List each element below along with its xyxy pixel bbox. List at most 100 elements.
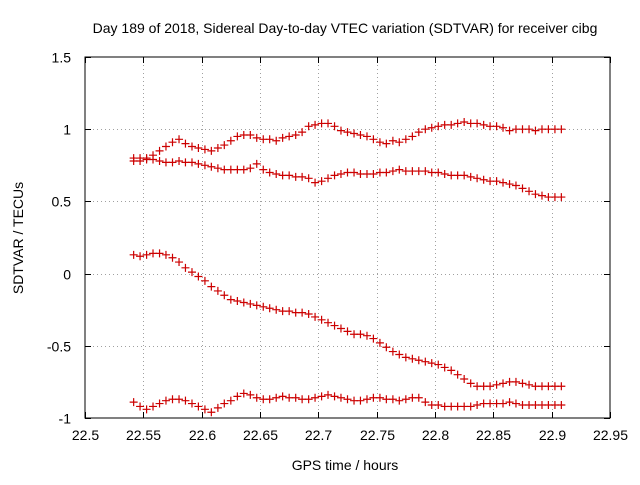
data-point	[213, 403, 222, 412]
x-axis-label: GPS time / hours	[292, 457, 399, 473]
data-point	[440, 169, 449, 178]
data-point	[304, 310, 313, 319]
data-point	[473, 174, 482, 183]
x-tick-label: 22.6	[189, 427, 216, 443]
data-point	[187, 142, 196, 151]
data-point	[272, 136, 281, 145]
data-point	[136, 402, 145, 411]
x-tick-label: 22.75	[360, 427, 395, 443]
data-point	[518, 184, 527, 193]
data-point	[525, 187, 534, 196]
data-point	[155, 156, 164, 165]
data-point	[408, 354, 417, 363]
data-point	[336, 393, 345, 402]
y-axis-label: SDTVAR / TECUs	[10, 182, 26, 294]
data-point	[155, 249, 164, 258]
x-tick-label: 22.55	[126, 427, 161, 443]
data-point	[142, 250, 151, 259]
data-point	[395, 350, 404, 359]
data-point	[324, 390, 333, 399]
data-point	[246, 390, 255, 399]
data-point	[181, 396, 190, 405]
data-point	[200, 405, 209, 414]
data-point	[362, 395, 371, 404]
data-point	[343, 327, 352, 336]
data-point	[447, 120, 456, 129]
data-point	[175, 135, 184, 144]
data-point	[207, 282, 216, 291]
data-point	[486, 382, 495, 391]
y-tick-label: 1	[63, 122, 71, 138]
data-point	[304, 395, 313, 404]
data-point	[336, 169, 345, 178]
data-point	[136, 156, 145, 165]
data-point	[239, 165, 248, 174]
data-point	[382, 343, 391, 352]
data-point	[207, 408, 216, 417]
x-tick-label: 22.95	[593, 427, 628, 443]
data-point	[194, 402, 203, 411]
data-point	[194, 272, 203, 281]
data-point	[466, 402, 475, 411]
data-point	[213, 286, 222, 295]
data-point	[511, 377, 520, 386]
data-point	[362, 132, 371, 141]
data-point	[330, 171, 339, 180]
x-tick-label: 22.5	[72, 427, 99, 443]
data-point	[239, 389, 248, 398]
data-point	[479, 175, 488, 184]
data-point	[421, 167, 430, 176]
data-point	[324, 119, 333, 128]
data-point	[149, 155, 158, 164]
data-point	[272, 169, 281, 178]
data-point	[265, 135, 274, 144]
data-point	[194, 159, 203, 168]
data-point	[350, 168, 359, 177]
data-point	[388, 167, 397, 176]
data-point	[311, 393, 320, 402]
data-point	[369, 334, 378, 343]
data-point	[213, 164, 222, 173]
data-point	[252, 133, 261, 142]
data-point	[272, 305, 281, 314]
data-point	[207, 162, 216, 171]
data-point	[311, 178, 320, 187]
data-point	[375, 338, 384, 347]
data-point	[278, 133, 287, 142]
data-point	[304, 122, 313, 131]
data-point	[149, 402, 158, 411]
data-point	[343, 395, 352, 404]
data-point	[414, 356, 423, 365]
data-point	[537, 191, 546, 200]
data-point	[369, 169, 378, 178]
data-point	[304, 174, 313, 183]
data-point	[460, 171, 469, 180]
data-point	[252, 393, 261, 402]
x-tick-label: 22.65	[243, 427, 278, 443]
data-point	[291, 130, 300, 139]
data-point	[298, 308, 307, 317]
data-point	[298, 128, 307, 137]
x-tick-label: 22.7	[305, 427, 332, 443]
data-point	[505, 398, 514, 407]
data-point	[382, 168, 391, 177]
data-point	[518, 379, 527, 388]
data-point	[356, 130, 365, 139]
data-point	[499, 123, 508, 132]
data-point	[181, 263, 190, 272]
data-point	[466, 379, 475, 388]
data-point	[505, 180, 514, 189]
x-tick-label: 22.8	[422, 427, 449, 443]
data-point	[492, 380, 501, 389]
data-point	[401, 135, 410, 144]
data-point	[155, 146, 164, 155]
data-point	[239, 298, 248, 307]
data-point	[466, 172, 475, 181]
data-point	[265, 395, 274, 404]
data-point	[453, 119, 462, 128]
data-point	[343, 128, 352, 137]
data-point	[460, 117, 469, 126]
data-point	[375, 393, 384, 402]
data-point	[324, 318, 333, 327]
data-point	[401, 395, 410, 404]
